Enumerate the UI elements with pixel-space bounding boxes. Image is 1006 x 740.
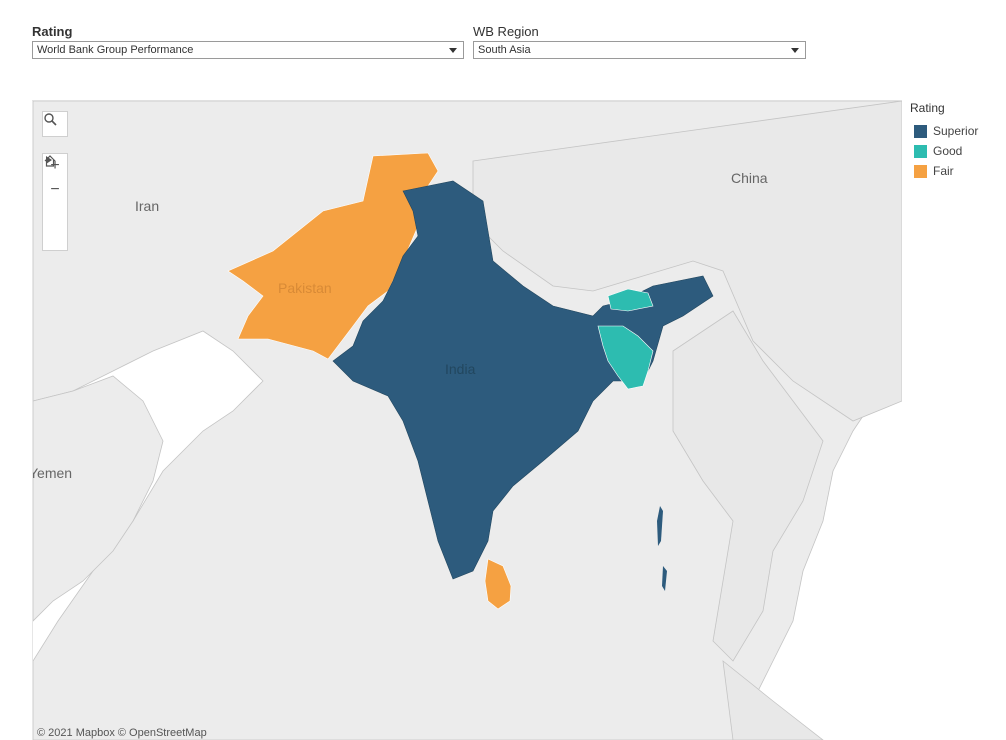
rating-filter-label: Rating bbox=[32, 24, 73, 39]
map-view[interactable]: Iran China Pakistan India Yemen + − © 20… bbox=[32, 100, 902, 740]
label-india: India bbox=[445, 361, 476, 377]
nicobar-islands bbox=[662, 566, 667, 591]
country-bhutan bbox=[607, 288, 654, 312]
map-attribution[interactable]: © 2021 Mapbox © OpenStreetMap bbox=[37, 727, 207, 739]
country-bangladesh bbox=[597, 325, 654, 390]
country-india bbox=[332, 180, 714, 580]
label-iran: Iran bbox=[135, 198, 159, 214]
land-china bbox=[472, 101, 902, 422]
legend-swatch bbox=[914, 144, 927, 158]
legend-title: Rating bbox=[910, 101, 945, 115]
map-zoom-controls: + − bbox=[42, 153, 68, 251]
legend-item-superior[interactable]: Superior bbox=[910, 121, 978, 141]
label-pakistan: Pakistan bbox=[278, 280, 332, 296]
land-arabia bbox=[33, 375, 164, 622]
region-filter-label: WB Region bbox=[473, 24, 539, 39]
legend-label: Superior bbox=[933, 124, 979, 138]
map-search-control[interactable] bbox=[42, 111, 68, 137]
legend-label: Good bbox=[933, 144, 963, 158]
label-yemen: Yemen bbox=[33, 465, 72, 481]
legend-item-good[interactable]: Good bbox=[910, 141, 978, 161]
map-canvas: Iran China Pakistan India Yemen bbox=[33, 101, 902, 740]
andaman-islands bbox=[657, 506, 663, 546]
legend-item-fair[interactable]: Fair bbox=[910, 161, 978, 181]
country-sri-lanka bbox=[484, 558, 512, 610]
legend-swatch bbox=[914, 124, 927, 138]
land-indonesia bbox=[722, 660, 824, 740]
zoom-in-button[interactable]: + bbox=[50, 157, 60, 174]
home-icon[interactable] bbox=[43, 155, 67, 226]
region-filter-select[interactable]: South Asia bbox=[473, 41, 806, 59]
label-china: China bbox=[731, 170, 768, 186]
legend: Rating Superior Good Fair bbox=[910, 101, 978, 181]
zoom-out-button[interactable]: − bbox=[50, 181, 60, 198]
region-filter-value: South Asia bbox=[478, 44, 531, 56]
legend-label: Fair bbox=[933, 164, 954, 178]
legend-swatch bbox=[914, 164, 927, 178]
land-myanmar-thai bbox=[672, 310, 824, 662]
rating-filter-value: World Bank Group Performance bbox=[37, 44, 194, 56]
search-icon[interactable] bbox=[43, 112, 67, 136]
chevron-down-icon bbox=[791, 48, 799, 53]
play-icon[interactable] bbox=[43, 156, 67, 250]
chevron-down-icon bbox=[449, 48, 457, 53]
rating-filter-select[interactable]: World Bank Group Performance bbox=[32, 41, 464, 59]
